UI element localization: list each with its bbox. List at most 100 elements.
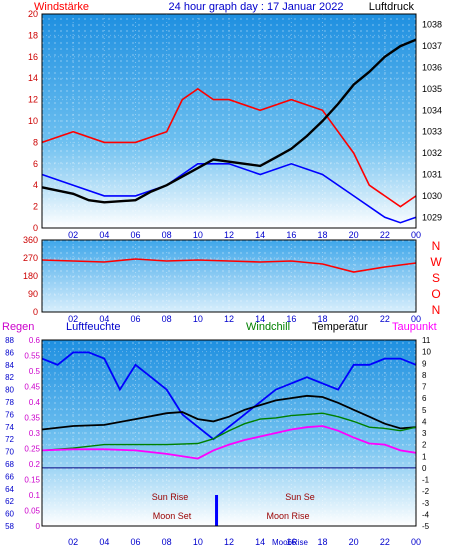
- humidity-tick-label: 82: [5, 373, 14, 382]
- temperature-tick-label: 7: [422, 383, 427, 392]
- wind-tick-label: 16: [28, 52, 38, 62]
- wind-tick-label: 6: [33, 159, 38, 169]
- compass-label: N: [432, 239, 441, 253]
- compass-label: O: [431, 287, 440, 301]
- compass-label: N: [432, 303, 441, 317]
- rain-axis-title: Regen: [2, 321, 34, 333]
- wind-tick-label: 14: [28, 73, 38, 83]
- compass-label: W: [430, 255, 442, 269]
- rain-tick-label: 0.6: [29, 336, 41, 345]
- temperature-tick-label: 10: [422, 348, 431, 357]
- wind-tick-label: 18: [28, 30, 38, 40]
- rain-tick-label: 0.2: [29, 460, 41, 469]
- x-tick-label: 04: [99, 230, 109, 240]
- rain-tick-label: 0.05: [24, 507, 40, 516]
- pressure-tick-label: 1030: [422, 191, 442, 201]
- series-line: [41, 162, 417, 224]
- x-tick-label: 22: [380, 537, 390, 547]
- humidity-tick-label: 64: [5, 485, 14, 494]
- x-tick-label: 00: [411, 314, 421, 324]
- rain-bar: [215, 495, 219, 526]
- temperature-tick-label: 1: [422, 452, 427, 461]
- x-tick-label: 02: [68, 230, 78, 240]
- rain-tick-label: 0.35: [24, 414, 40, 423]
- rain-tick-label: 0.15: [24, 476, 40, 485]
- pressure-tick-label: 1035: [422, 84, 442, 94]
- temperature-humidity-series: [41, 351, 417, 526]
- x-tick-label: 08: [162, 537, 172, 547]
- x-tick-label: 16: [286, 230, 296, 240]
- x-tick-label: 18: [317, 314, 327, 324]
- humidity-tick-label: 66: [5, 472, 14, 481]
- humidity-tick-label: 80: [5, 386, 14, 395]
- x-tick-label: 16: [286, 314, 296, 324]
- x-tick-label: 08: [162, 314, 172, 324]
- x-tick-label: 10: [193, 230, 203, 240]
- x-tick-label: 14: [255, 314, 265, 324]
- wind-tick-label: 8: [33, 137, 38, 147]
- rain-tick-label: 0.3: [29, 429, 41, 438]
- temperature-tick-label: 4: [422, 417, 427, 426]
- humidity-tick-label: 86: [5, 348, 14, 357]
- wind-pressure-series: [41, 38, 417, 224]
- temperature-tick-label: 0: [422, 464, 427, 473]
- x-tick-label: 02: [68, 537, 78, 547]
- x-tick-label: 20: [349, 314, 359, 324]
- pressure-axis-ticks: 1029 1030 1031 1032 1033 1034 1035 1036 1037 1038: [422, 20, 442, 223]
- right-axis-title: Luftdruck: [369, 1, 415, 13]
- pressure-tick-label: 1038: [422, 20, 442, 30]
- temperature-tick-label: 3: [422, 429, 427, 438]
- rain-tick-label: 0.1: [29, 491, 41, 500]
- pressure-tick-label: 1031: [422, 170, 442, 180]
- rain-tick-label: 0.25: [24, 445, 40, 454]
- x-tick-label: 20: [349, 537, 359, 547]
- wind-tick-label: 12: [28, 95, 38, 105]
- humidity-axis-title: Luftfeuchte: [66, 321, 120, 333]
- moon-set-label: Moon Set: [153, 511, 192, 521]
- wind-tick-label: 20: [28, 9, 38, 19]
- x-tick-label: 22: [380, 230, 390, 240]
- rain-tick-label: 0.55: [24, 352, 40, 361]
- humidity-tick-label: 88: [5, 336, 14, 345]
- temperature-tick-label: -2: [422, 487, 430, 496]
- pressure-tick-label: 1034: [422, 105, 442, 115]
- chart-title: 24 hour graph day : 17 Januar 2022: [169, 1, 344, 13]
- x-tick-label: 00: [411, 537, 421, 547]
- pressure-tick-label: 1037: [422, 41, 442, 51]
- temperature-tick-label: -4: [422, 510, 430, 519]
- x-tick-label: 12: [224, 537, 234, 547]
- humidity-tick-label: 68: [5, 460, 14, 469]
- x-tick-label: 12: [224, 230, 234, 240]
- x-tick-label: 14: [255, 230, 265, 240]
- x-tick-label: 02: [68, 314, 78, 324]
- direction-tick-label: 270: [23, 253, 38, 263]
- wind-direction-series: [41, 258, 417, 273]
- direction-axis-ticks: 0 90 180 270 360: [23, 235, 416, 317]
- direction-tick-label: 180: [23, 271, 38, 281]
- wind-tick-label: 0: [33, 223, 38, 233]
- sun-set-label: Sun Se: [285, 492, 315, 502]
- humidity-tick-label: 76: [5, 410, 14, 419]
- x-tick-label: 12: [224, 314, 234, 324]
- temperature-tick-label: -1: [422, 476, 430, 485]
- humidity-tick-label: 70: [5, 448, 14, 457]
- x-tick-label: 22: [380, 314, 390, 324]
- wind-tick-label: 4: [33, 180, 38, 190]
- pressure-tick-label: 1033: [422, 127, 442, 137]
- wind-tick-label: 10: [28, 116, 38, 126]
- humidity-tick-label: 58: [5, 522, 14, 531]
- series-line: [41, 425, 417, 460]
- series-line: [41, 351, 417, 441]
- series-line: [41, 412, 417, 452]
- temperature-tick-label: 2: [422, 441, 427, 450]
- humidity-tick-label: 74: [5, 423, 14, 432]
- humidity-tick-label: 72: [5, 435, 14, 444]
- x-tick-label: 10: [193, 314, 203, 324]
- left-axis-title: Windstärke: [34, 1, 89, 13]
- dewpoint-label: Taupunkt: [392, 321, 437, 333]
- humidity-tick-label: 60: [5, 510, 14, 519]
- pressure-tick-label: 1036: [422, 63, 442, 73]
- wind-tick-label: 2: [33, 202, 38, 212]
- compass-label: S: [432, 271, 440, 285]
